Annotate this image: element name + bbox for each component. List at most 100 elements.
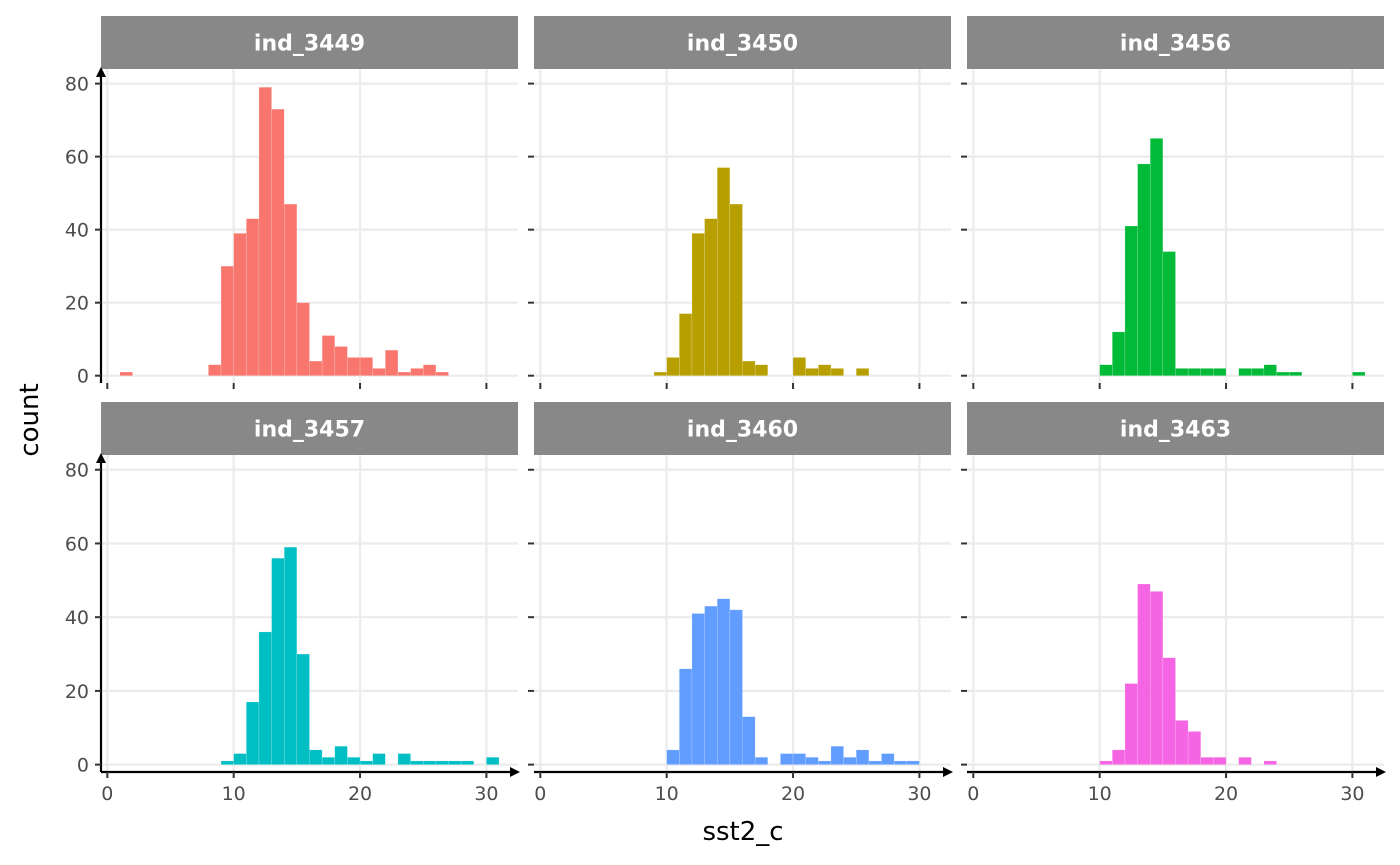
histogram-bar bbox=[448, 760, 462, 765]
histogram-bar bbox=[397, 753, 411, 765]
histogram-bar bbox=[1112, 331, 1126, 376]
histogram-bar bbox=[334, 745, 348, 765]
histogram-bar bbox=[691, 233, 705, 376]
histogram-bar bbox=[830, 368, 844, 376]
histogram-bar bbox=[347, 357, 361, 376]
x-tick-label: 0 bbox=[101, 783, 113, 805]
histogram-bar bbox=[1288, 371, 1303, 376]
histogram-bar bbox=[1124, 683, 1138, 765]
histogram-bar bbox=[1187, 731, 1202, 765]
facet-strip-label: ind_3463 bbox=[1120, 418, 1231, 443]
y-tick-label: 40 bbox=[65, 220, 89, 242]
histogram-bar bbox=[780, 753, 794, 765]
histogram-bar bbox=[906, 760, 920, 765]
histogram-bar bbox=[372, 753, 386, 765]
histogram-bar bbox=[372, 368, 386, 376]
histogram-bar bbox=[347, 757, 361, 765]
x-tick-label: 20 bbox=[781, 783, 805, 805]
y-tick-label: 40 bbox=[65, 607, 89, 629]
histogram-bar bbox=[1137, 583, 1151, 765]
histogram-bar bbox=[435, 371, 449, 376]
histogram-bar bbox=[233, 233, 247, 376]
histogram-bar bbox=[881, 753, 895, 765]
histogram-bar bbox=[1200, 368, 1214, 376]
histogram-bar bbox=[309, 360, 323, 376]
facet-strip-label: ind_3456 bbox=[1120, 32, 1231, 57]
histogram-bar bbox=[460, 760, 475, 765]
histogram-bar bbox=[309, 749, 323, 765]
y-tick-label: 0 bbox=[77, 755, 89, 777]
histogram-bar bbox=[271, 108, 285, 376]
facet-strip bbox=[534, 402, 951, 455]
histogram-bar bbox=[233, 753, 247, 765]
histogram-bar bbox=[742, 360, 756, 376]
histogram-bar bbox=[1263, 760, 1277, 765]
histogram-bar bbox=[1276, 371, 1290, 376]
facet-panel-ind_3450: ind_3450 bbox=[534, 16, 951, 383]
histogram-bar bbox=[208, 364, 222, 376]
histogram-bar bbox=[258, 87, 272, 376]
histogram-bar bbox=[1263, 364, 1277, 376]
histogram-bar bbox=[334, 346, 348, 376]
x-tick-label: 30 bbox=[907, 783, 931, 805]
histogram-bar bbox=[246, 218, 260, 376]
histogram-bar bbox=[1187, 368, 1202, 376]
x-tick-label: 10 bbox=[1088, 783, 1112, 805]
x-axis-title: sst2_c bbox=[702, 817, 783, 847]
histogram-bar bbox=[818, 364, 832, 376]
histogram-bar bbox=[359, 760, 373, 765]
histogram-bar bbox=[679, 313, 693, 376]
histogram-bar bbox=[220, 760, 234, 765]
facet-strip bbox=[101, 402, 518, 455]
histogram-bar bbox=[1175, 720, 1189, 765]
histogram-bar bbox=[422, 760, 437, 765]
facet-panel-ind_3449: ind_3449 bbox=[101, 16, 518, 383]
histogram-bar bbox=[666, 357, 680, 376]
histogram-bar bbox=[742, 716, 756, 765]
histogram-bar bbox=[704, 218, 718, 376]
histogram-bar bbox=[296, 302, 310, 376]
facet-strip-label: ind_3449 bbox=[254, 32, 365, 57]
x-tick-label: 10 bbox=[222, 783, 246, 805]
histogram-bar bbox=[385, 349, 399, 376]
facet-strip-label: ind_3457 bbox=[254, 418, 365, 443]
histogram-bar bbox=[805, 757, 819, 765]
facet-panel-ind_3456: ind_3456 bbox=[967, 16, 1384, 383]
histogram-bar bbox=[843, 757, 857, 765]
histogram-bar bbox=[119, 371, 133, 376]
histogram-bar bbox=[1099, 364, 1113, 376]
histogram-bar bbox=[271, 557, 285, 765]
histogram-bar bbox=[1251, 368, 1265, 376]
x-tick-label: 0 bbox=[967, 783, 979, 805]
histogram-bar bbox=[1213, 757, 1227, 765]
histogram-bar bbox=[818, 760, 832, 765]
y-axis-title: count bbox=[15, 383, 45, 456]
x-axis-arrow bbox=[1376, 767, 1386, 777]
histogram-bar bbox=[1162, 657, 1176, 765]
histogram-bar bbox=[1213, 368, 1227, 376]
histogram-bar bbox=[1162, 251, 1176, 376]
x-tick-label: 0 bbox=[534, 783, 546, 805]
histogram-bar bbox=[410, 368, 424, 376]
histogram-bar bbox=[1149, 591, 1164, 765]
y-axis-arrow bbox=[96, 453, 106, 463]
histogram-bar bbox=[653, 371, 667, 376]
histogram-bar bbox=[1352, 371, 1366, 376]
histogram-bar bbox=[1175, 368, 1189, 376]
histogram-bar bbox=[754, 757, 769, 765]
facet-panel-ind_3460: ind_3460 bbox=[534, 402, 951, 772]
x-axis-arrow bbox=[943, 767, 953, 777]
histogram-bar bbox=[1099, 760, 1113, 765]
histogram-bar bbox=[258, 631, 272, 765]
histogram-bar bbox=[792, 357, 806, 376]
histogram-bar bbox=[1124, 225, 1138, 376]
histogram-bar bbox=[679, 668, 693, 765]
facet-panel-ind_3463: ind_3463 bbox=[967, 402, 1384, 772]
histogram-bar bbox=[435, 760, 449, 765]
histogram-bar bbox=[855, 749, 870, 765]
histogram-bar bbox=[729, 203, 743, 376]
histogram-bar bbox=[716, 598, 731, 765]
x-tick-label: 30 bbox=[1340, 783, 1364, 805]
histogram-bar bbox=[1149, 138, 1164, 376]
